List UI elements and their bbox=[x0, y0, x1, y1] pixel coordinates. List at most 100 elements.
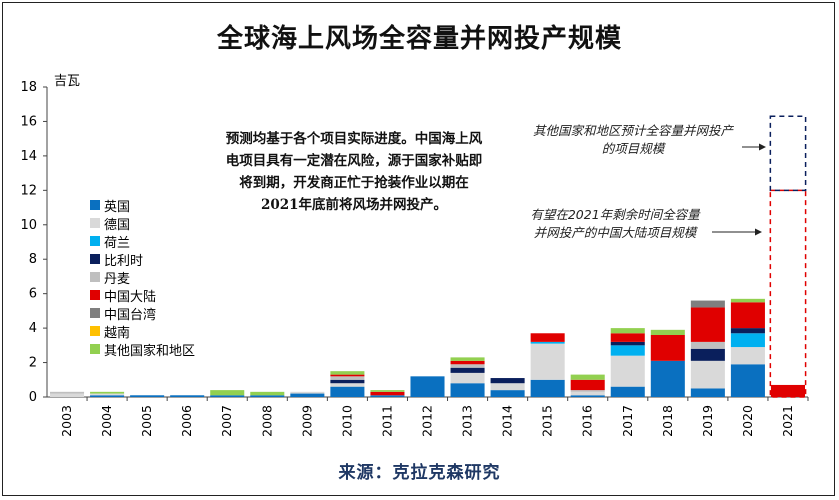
y-tick-label: 6 bbox=[29, 287, 37, 302]
legend-item: 越南 bbox=[90, 322, 195, 341]
y-tick-label: 12 bbox=[20, 183, 37, 198]
legend-label: 比利时 bbox=[104, 253, 144, 269]
x-tick-label: 2008 bbox=[259, 405, 274, 437]
bar-segment bbox=[690, 300, 725, 308]
x-tick-label: 2016 bbox=[580, 405, 595, 437]
bar-segment bbox=[490, 390, 525, 397]
bar-segment bbox=[370, 391, 405, 396]
bar-segment bbox=[690, 348, 725, 361]
legend-swatch bbox=[90, 236, 100, 246]
x-tick-label: 2018 bbox=[660, 405, 675, 437]
bar-segment bbox=[330, 376, 365, 380]
bar-segment bbox=[730, 347, 765, 365]
x-tick-label: 2013 bbox=[460, 405, 475, 437]
bar-segment bbox=[610, 341, 645, 346]
bar-segment bbox=[330, 374, 365, 377]
legend-label: 荷兰 bbox=[104, 235, 131, 251]
bar-segment bbox=[330, 371, 365, 375]
bar-segment bbox=[570, 374, 605, 380]
x-tick-label: 2012 bbox=[420, 405, 435, 437]
bar-segment bbox=[210, 390, 245, 396]
legend-swatch bbox=[90, 200, 100, 210]
bar-segment bbox=[490, 378, 525, 384]
legend-item: 英国 bbox=[90, 196, 195, 215]
bar-segment bbox=[250, 395, 285, 397]
annotation-arrow-other-head bbox=[759, 143, 766, 151]
y-tick-label: 14 bbox=[20, 149, 37, 164]
legend-label: 其他国家和地区 bbox=[104, 343, 196, 359]
y-tick-label: 8 bbox=[29, 252, 37, 267]
bar-segment bbox=[50, 393, 85, 397]
bar-segment bbox=[730, 302, 765, 329]
legend-item: 德国 bbox=[90, 214, 195, 233]
annotation-china-mainland: 有望在2021年剩余时间全容量并网投产的中国大陆项目规模 bbox=[530, 207, 700, 240]
bar-segment bbox=[730, 328, 765, 334]
bar-segment bbox=[610, 333, 645, 342]
bar-segment bbox=[130, 395, 165, 397]
x-tick-label: 2020 bbox=[740, 405, 755, 437]
legend-item: 中国大陆 bbox=[90, 286, 195, 305]
bar-segment bbox=[90, 393, 125, 396]
bar-segment bbox=[570, 391, 605, 396]
bar-segment bbox=[50, 391, 85, 394]
y-axis-unit-label: 吉瓦 bbox=[54, 74, 81, 89]
legend: 英国 德国 荷兰 比利时 丹麦 中国大陆 中国台湾 越南 其他国家和地区 bbox=[90, 196, 196, 359]
bar-segment bbox=[370, 395, 405, 397]
bar-segment bbox=[650, 335, 685, 361]
legend-swatch bbox=[90, 218, 100, 228]
bar-segment bbox=[530, 343, 565, 380]
legend-item: 其他国家和地区 bbox=[90, 340, 196, 359]
bar-segment bbox=[730, 364, 765, 397]
bar-segment bbox=[690, 360, 725, 389]
bar-segment bbox=[490, 383, 525, 391]
bar-segment bbox=[570, 395, 605, 397]
x-tick-label: 2015 bbox=[540, 405, 555, 437]
bar-segment bbox=[410, 376, 445, 397]
bar-segment bbox=[90, 395, 125, 397]
legend-swatch bbox=[90, 290, 100, 300]
legend-swatch bbox=[90, 326, 100, 336]
bar-segment bbox=[530, 333, 565, 342]
legend-swatch bbox=[90, 272, 100, 282]
legend-swatch bbox=[90, 308, 100, 318]
bar-segment bbox=[610, 328, 645, 334]
bar-segment bbox=[730, 298, 765, 303]
bar-segment bbox=[530, 341, 565, 344]
x-tick-label: 2017 bbox=[620, 405, 635, 437]
bar-segment bbox=[530, 379, 565, 397]
bar-segment bbox=[570, 379, 605, 391]
legend-label: 德国 bbox=[104, 217, 131, 233]
y-tick-label: 2 bbox=[29, 356, 37, 371]
bar-segment bbox=[450, 372, 485, 384]
y-tick-label: 4 bbox=[29, 321, 37, 336]
bar-segment bbox=[90, 391, 125, 394]
projected-bar-2021 bbox=[769, 115, 807, 192]
bar-segment bbox=[330, 379, 365, 384]
bar-segment bbox=[690, 307, 725, 342]
legend-label: 丹麦 bbox=[104, 271, 131, 287]
y-tick-label: 10 bbox=[20, 218, 37, 233]
bar-segment bbox=[690, 388, 725, 397]
bar-segment bbox=[650, 329, 685, 335]
bar-segment bbox=[450, 357, 485, 361]
x-tick-label: 2014 bbox=[500, 405, 515, 437]
bar-segment bbox=[170, 395, 205, 397]
bar-segment bbox=[650, 360, 685, 397]
bar-segment bbox=[290, 393, 325, 397]
bar-segment bbox=[450, 367, 485, 373]
annotation-arrow-china-head bbox=[755, 228, 762, 236]
bar-segment bbox=[370, 390, 405, 392]
bar-segment bbox=[610, 355, 645, 387]
y-tick-label: 18 bbox=[20, 80, 37, 95]
bar-segment bbox=[610, 345, 645, 356]
x-tick-label: 2019 bbox=[700, 405, 715, 437]
legend-item: 荷兰 bbox=[90, 232, 195, 251]
x-tick-label: 2021 bbox=[780, 405, 795, 437]
bar-segment bbox=[330, 386, 365, 397]
legend-item: 丹麦 bbox=[90, 268, 195, 287]
legend-swatch bbox=[90, 344, 100, 354]
annotation-other-regions: 其他国家和地区预计全容量并网投产的项目规模 bbox=[532, 123, 733, 156]
source-label: 来源：克拉克森研究 bbox=[338, 463, 501, 483]
y-tick-label: 16 bbox=[20, 114, 37, 129]
